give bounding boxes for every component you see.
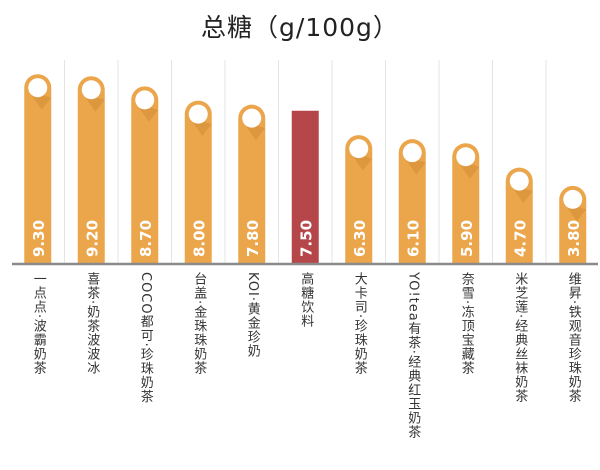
value-label: 3.80	[565, 220, 583, 257]
value-label: 8.00	[190, 220, 208, 257]
category-label: 喜茶·奶茶波波冰	[84, 272, 100, 376]
value-label: 7.80	[244, 220, 262, 257]
bar-marker-circle	[135, 90, 155, 110]
bar-marker-circle	[28, 78, 48, 98]
value-label: 8.70	[137, 220, 155, 257]
value-label: 4.70	[511, 220, 529, 257]
bar-marker-circle	[81, 80, 101, 100]
bar-marker-circle	[402, 143, 422, 163]
category-label: 一点点·波霸奶茶	[30, 272, 46, 376]
chart-title: 总糖（g/100g）	[201, 13, 399, 42]
category-label: KOI·黄金珍奶	[244, 272, 260, 359]
category-label: COCO都可·珍珠奶茶	[137, 272, 153, 404]
bar	[238, 104, 266, 263]
bar	[24, 74, 52, 264]
value-label: 7.50	[297, 220, 315, 257]
bar-highlight	[291, 110, 319, 263]
bar	[184, 100, 212, 263]
category-label: 台盖·金珠珠奶茶	[191, 272, 207, 376]
bar-marker-circle	[242, 108, 262, 128]
bar-marker-circle	[563, 189, 583, 209]
value-label: 6.10	[404, 220, 422, 257]
bar-marker-circle	[456, 147, 476, 167]
category-label: YO!tea有茶·经典红玉奶茶	[405, 272, 421, 439]
value-label: 6.30	[351, 220, 369, 257]
category-label: 奈雪·冻顶宝藏茶	[458, 272, 474, 376]
category-label: 大卡司·珍珠奶茶	[351, 272, 367, 376]
bar-marker-circle	[349, 139, 369, 159]
category-label: 维昇·铁观音珍珠奶茶	[565, 272, 581, 404]
bar-marker-circle	[509, 171, 529, 191]
category-label: 米芝莲·经典丝袜奶茶	[512, 272, 528, 404]
bar	[131, 86, 159, 263]
category-label: 高糖饮料	[298, 272, 314, 328]
value-label: 9.20	[83, 220, 101, 257]
value-label: 5.90	[458, 220, 476, 257]
value-label: 9.30	[30, 220, 48, 257]
bar	[77, 76, 105, 263]
bar-marker-circle	[188, 104, 208, 124]
